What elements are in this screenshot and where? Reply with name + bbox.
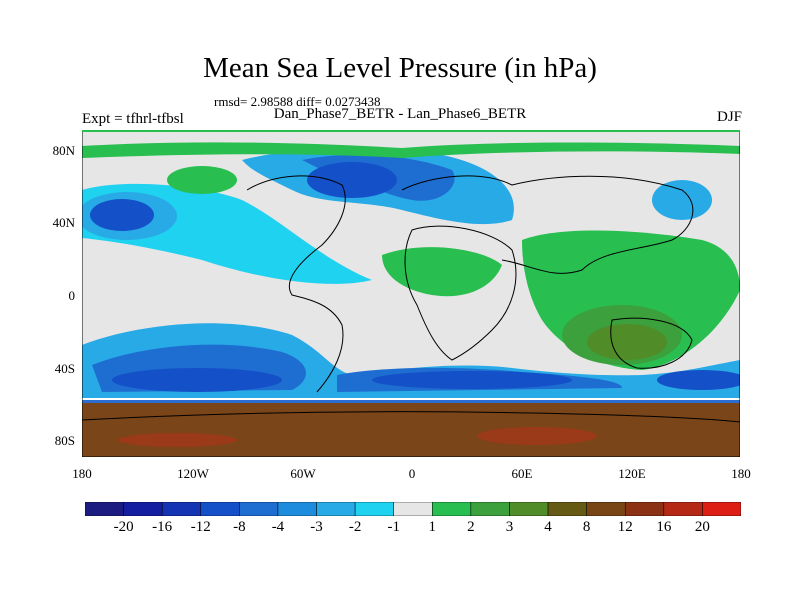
colorbar-label: -2 [348, 519, 362, 535]
lat-tick-label: 0 [68, 288, 76, 303]
colorbar-label: -1 [387, 519, 400, 535]
colorbar-swatch [586, 502, 626, 516]
lon-tick-label: 60E [511, 466, 533, 481]
colorbar-label: 1 [428, 519, 437, 535]
lon-tick-label: 0 [408, 466, 416, 481]
colorbar-label: 12 [617, 519, 633, 535]
colorbar-label: -16 [152, 519, 173, 535]
colorbar-swatch [702, 502, 741, 516]
colorbar-swatch [123, 502, 163, 516]
lat-tick-label: 40N [52, 215, 75, 230]
colorbar-label: -8 [233, 519, 246, 535]
colorbar-label: -12 [190, 519, 211, 535]
colorbar-swatch [393, 502, 433, 516]
colorbar-swatch [277, 502, 317, 516]
lat-tick-label: 80N [52, 143, 75, 158]
colorbar-label: 16 [656, 519, 672, 535]
east-asia-negative [652, 180, 712, 220]
colorbar-label: 4 [544, 519, 552, 535]
colorbar-label: 20 [694, 519, 710, 535]
africa-positive [382, 247, 502, 297]
lon-tick-label: 120E [618, 466, 646, 481]
colorbar-swatch [161, 502, 202, 516]
pressure-map [82, 130, 740, 457]
colorbar-swatch [470, 502, 510, 516]
indo-pacific-core [587, 324, 667, 360]
colorbar-label: -3 [310, 519, 323, 535]
colorbar-swatch [547, 502, 587, 516]
lon-tick-label: 120W [177, 466, 209, 481]
season-label: DJF [716, 109, 742, 125]
lon-tick-label: 180 [72, 466, 92, 481]
north-pacific-green [167, 166, 237, 194]
southern-max-patch [117, 433, 237, 447]
colorbar-swatch [239, 502, 279, 516]
southern-deep-core [112, 368, 282, 392]
colorbar-label: 2 [467, 519, 475, 535]
colorbar-swatch [200, 502, 240, 516]
lat-tick-label: 40S [54, 361, 75, 376]
southern-transition-white [82, 398, 740, 400]
lat-tick-label: 80S [54, 433, 75, 448]
colorbar-label: 8 [582, 519, 591, 535]
southern-positive-band [82, 402, 740, 457]
southern-max-patch [477, 427, 597, 445]
colorbar-swatch [663, 502, 703, 516]
colorbar-swatch [316, 502, 356, 516]
colorbar-swatch [432, 502, 472, 516]
coastlines [82, 175, 740, 423]
lon-tick-label: 180 [731, 466, 751, 481]
north-pacific-core [90, 199, 154, 231]
colorbar-swatch [354, 502, 394, 516]
colorbar-swatch [624, 502, 665, 516]
colorbar-label: -20 [113, 519, 134, 535]
experiment-label: Expt = tfhrl-tfbsl [82, 111, 184, 127]
southern-deep-core [657, 370, 740, 390]
southern-deep-core [372, 371, 572, 389]
colorbar-label: -4 [271, 519, 285, 535]
colorbar-swatch [85, 502, 124, 516]
lon-tick-label: 60W [290, 466, 316, 481]
map-title: Mean Sea Level Pressure (in hPa) [203, 52, 597, 84]
colorbar-label: 3 [505, 519, 514, 535]
stats-line: rmsd= 2.98588 diff= 0.0273438 [214, 94, 381, 109]
subtitle: Dan_Phase7_BETR - Lan_Phase6_BETR [273, 106, 527, 122]
colorbar-swatch [509, 502, 549, 516]
arctic-band [82, 142, 740, 158]
arctic-deep-core [307, 162, 397, 198]
colorbar [85, 502, 741, 516]
